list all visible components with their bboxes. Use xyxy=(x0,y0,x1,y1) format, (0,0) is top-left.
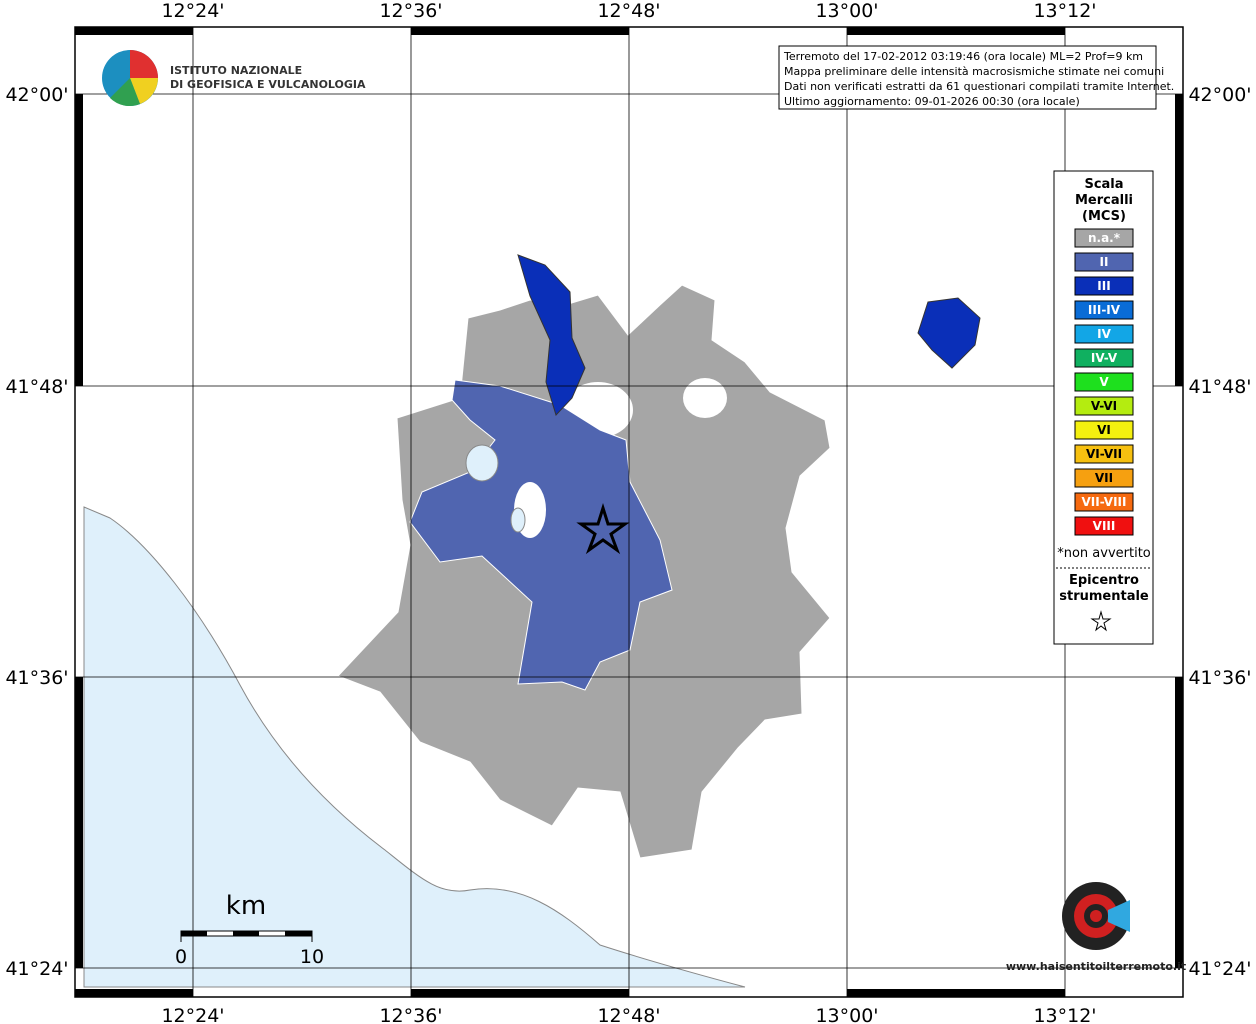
region-iii xyxy=(917,297,981,369)
lat-label: 42°00' xyxy=(5,84,68,106)
legend-swatch xyxy=(1074,348,1134,368)
lake-area xyxy=(683,378,727,418)
legend-label: VII xyxy=(1095,471,1113,485)
lon-label: 12°36' xyxy=(379,0,442,22)
site-url: www.haisentitoilterremoto.it xyxy=(1006,960,1186,973)
frame-bar xyxy=(847,989,1065,997)
scale-bar xyxy=(233,931,259,936)
legend-label: V-VI xyxy=(1091,399,1117,413)
legend-label: IV-V xyxy=(1091,351,1118,365)
lat-label: 41°48' xyxy=(1188,376,1251,398)
scale-bar xyxy=(181,931,207,936)
lat-label: 41°24' xyxy=(1188,958,1251,980)
frame-bar xyxy=(1175,94,1183,386)
scale-label: 10 xyxy=(300,946,324,968)
legend-swatch xyxy=(1074,492,1134,512)
lat-label: 42°00' xyxy=(1188,84,1251,106)
logo-text: ISTITUTO NAZIONALE xyxy=(170,64,302,77)
frame-bar xyxy=(75,989,193,997)
legend-label: VIII xyxy=(1093,519,1116,533)
info-box xyxy=(778,45,1157,110)
frame-bar xyxy=(411,989,629,997)
legend-epicenter: Epicentro xyxy=(1069,573,1139,588)
frame-bar xyxy=(75,94,83,386)
lake xyxy=(465,444,499,482)
legend-star xyxy=(1090,610,1112,632)
legend-swatch xyxy=(1074,444,1134,464)
logo-globe xyxy=(130,50,158,78)
logo-text: DI GEOFISICA E VULCANOLOGIA xyxy=(170,78,366,91)
legend-swatch xyxy=(1074,324,1134,344)
legend-swatch xyxy=(1074,276,1134,296)
scale-bar xyxy=(285,931,312,936)
legend-label: VI xyxy=(1097,423,1111,437)
frame-bar xyxy=(411,27,629,35)
lat-label: 41°36' xyxy=(1188,667,1251,689)
lat-label: 41°48' xyxy=(5,376,68,398)
legend-title: (MCS) xyxy=(1082,209,1126,224)
logo-globe xyxy=(130,78,158,104)
info-line: Terremoto del 17-02-2012 03:19:46 (ora l… xyxy=(783,50,1143,63)
lat-label: 41°24' xyxy=(5,958,68,980)
scale-unit: km xyxy=(226,891,266,921)
site-logo xyxy=(1108,900,1130,932)
epicenter xyxy=(576,502,630,555)
legend-swatch xyxy=(1074,516,1134,536)
lon-label: 12°24' xyxy=(161,1005,224,1024)
sea xyxy=(83,506,746,988)
frame-bars xyxy=(75,27,1183,997)
region-iii xyxy=(517,254,586,416)
legend-label: III-IV xyxy=(1088,303,1121,317)
legend-label: III xyxy=(1097,279,1110,293)
frame-bar xyxy=(75,27,193,35)
legend-swatch xyxy=(1074,396,1134,416)
legend-swatch xyxy=(1074,372,1134,392)
legend-epicenter: strumentale xyxy=(1059,589,1149,604)
legend-label: VII-VIII xyxy=(1081,495,1126,509)
lon-label: 12°36' xyxy=(379,1005,442,1024)
legend-label: II xyxy=(1100,255,1109,269)
lon-label: 13°12' xyxy=(1033,1005,1096,1024)
lake xyxy=(510,507,526,533)
lon-label: 13°00' xyxy=(815,1005,878,1024)
legend-label: n.a.* xyxy=(1088,231,1121,245)
legend-swatch xyxy=(1074,468,1134,488)
lon-label: 12°24' xyxy=(161,0,224,22)
scale-label: 0 xyxy=(175,946,187,968)
legend-swatch xyxy=(1074,252,1134,272)
legend-note: *non avvertito xyxy=(1057,546,1151,561)
legend-swatch xyxy=(1074,228,1134,248)
legend-label: IV xyxy=(1097,327,1111,341)
info-line: Dati non verificati estratti da 61 quest… xyxy=(784,80,1174,93)
legend: ScalaMercalli(MCS)n.a.*IIIIIIII-IVIVIV-V… xyxy=(1074,177,1134,536)
legend-label: V xyxy=(1099,375,1109,389)
logo-globe xyxy=(110,78,140,107)
lat-label: 41°36' xyxy=(5,667,68,689)
legend-title: Scala xyxy=(1084,177,1123,192)
info: Terremoto del 17-02-2012 03:19:46 (ora l… xyxy=(783,50,1174,108)
lon-label: 13°00' xyxy=(815,0,878,22)
frame-bar xyxy=(1175,677,1183,968)
info-line: Mappa preliminare delle intensità macros… xyxy=(784,65,1164,78)
legend-swatch xyxy=(1074,420,1134,440)
legend-title: Mercalli xyxy=(1075,193,1133,208)
lon-label: 13°12' xyxy=(1033,0,1096,22)
frame-bar xyxy=(75,677,83,968)
legend-swatch xyxy=(1074,300,1134,320)
site-logo xyxy=(1090,910,1102,922)
legend-label: VI-VII xyxy=(1086,447,1122,461)
lon-label: 12°48' xyxy=(597,0,660,22)
info-line: Ultimo aggiornamento: 09-01-2026 00:30 (… xyxy=(784,95,1080,108)
frame-bar xyxy=(847,27,1065,35)
lon-label: 12°48' xyxy=(597,1005,660,1024)
